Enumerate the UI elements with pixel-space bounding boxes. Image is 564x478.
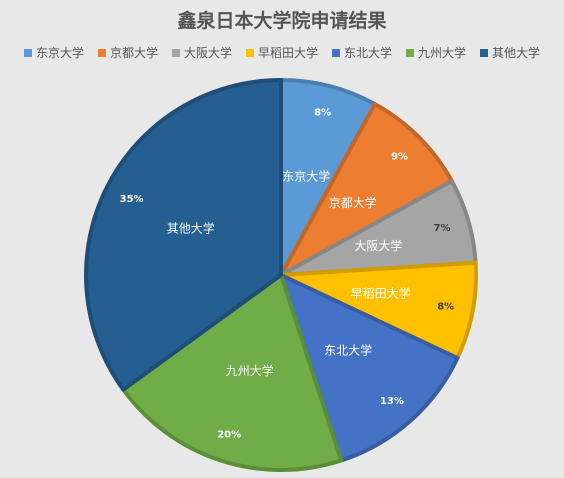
legend-swatch	[171, 48, 180, 57]
slice-percent-label: 8%	[314, 108, 331, 119]
legend-item: 东北大学	[332, 44, 392, 61]
slice-category-label: 东京大学	[282, 168, 330, 183]
legend-label: 大阪大学	[183, 46, 232, 60]
slice-category-label: 大阪大学	[354, 238, 402, 253]
pie-slice	[121, 273, 344, 472]
legend-item: 九州大学	[406, 44, 466, 61]
legend-swatch	[245, 48, 254, 57]
pie-slice	[279, 102, 454, 277]
legend-label: 东京大学	[35, 46, 84, 60]
legend-label: 京都大学	[109, 46, 158, 60]
slice-category-label: 东北大学	[324, 343, 372, 358]
legend-item: 京都大学	[97, 44, 158, 61]
legend-item: 早稻田大学	[245, 44, 318, 61]
slice-percent-label: 7%	[434, 223, 451, 234]
pie-slice	[84, 78, 283, 392]
legend-label: 东北大学	[344, 46, 393, 60]
slice-percent-label: 13%	[380, 396, 404, 407]
legend-swatch	[97, 48, 106, 57]
slice-percent-label: 35%	[120, 194, 144, 205]
legend-item: 东京大学	[23, 44, 84, 61]
legend-label: 早稻田大学	[257, 46, 318, 60]
slice-category-label: 九州大学	[226, 363, 274, 378]
slice-category-label: 其他大学	[167, 221, 215, 236]
legend-item: 大阪大学	[171, 44, 232, 61]
slice-percent-label: 9%	[391, 151, 408, 162]
slice-category-label: 早稻田大学	[351, 286, 411, 301]
slice-percent-label: 8%	[437, 301, 454, 312]
chart-title: 鑫泉日本大学院申请结果	[177, 10, 387, 32]
legend-label: 其他大学	[492, 46, 541, 60]
slice-percent-label: 20%	[217, 430, 241, 441]
slice-category-label: 京都大学	[329, 195, 377, 210]
legend-item: 其他大学	[480, 44, 540, 61]
legend-swatch	[480, 48, 489, 57]
chart-legend: 东京大学 京都大学 大阪大学 早稻田大学 东北大学 九州大学 其他大学	[0, 44, 564, 61]
legend-swatch	[406, 48, 415, 57]
pie-slice	[279, 273, 460, 463]
legend-swatch	[23, 48, 32, 57]
legend-label: 九州大学	[418, 46, 467, 60]
legend-swatch	[332, 48, 340, 57]
